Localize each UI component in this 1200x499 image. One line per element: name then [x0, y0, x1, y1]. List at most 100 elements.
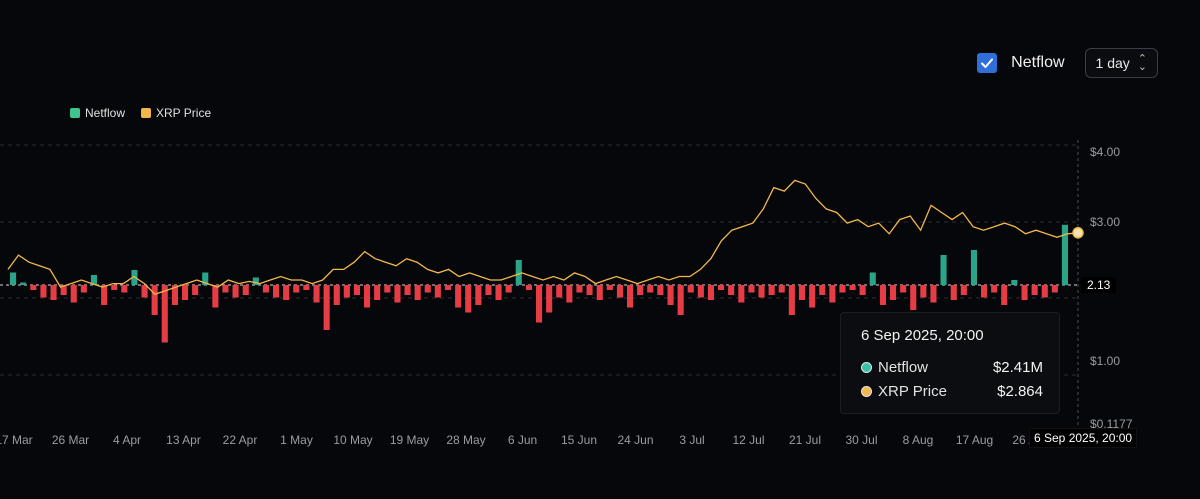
netflow-bar: [697, 285, 704, 298]
tooltip-name-netflow: Netflow: [878, 359, 929, 376]
x-axis-tick-label: 15 Jun: [561, 433, 597, 447]
netflow-bar: [849, 285, 856, 290]
netflow-bar: [940, 255, 947, 285]
netflow-checkbox[interactable]: [977, 53, 998, 73]
netflow-bar: [242, 285, 249, 295]
netflow-bar: [121, 285, 128, 293]
netflow-bar: [576, 285, 583, 293]
netflow-bar: [444, 285, 451, 290]
netflow-bar: [910, 285, 917, 310]
price-cursor-label: 2.13: [1081, 277, 1117, 293]
netflow-bar: [667, 285, 674, 305]
x-axis-tick-label: 22 Apr: [223, 433, 258, 447]
netflow-bar: [748, 285, 755, 293]
netflow-bar: [829, 285, 836, 303]
netflow-bar: [768, 285, 775, 295]
netflow-bar: [475, 285, 482, 305]
legend-item-xrp-price[interactable]: XRP Price: [141, 106, 211, 120]
x-axis-tick-label: 12 Jul: [732, 433, 764, 447]
netflow-bar: [30, 285, 37, 290]
netflow-bar: [788, 285, 795, 315]
netflow-bar: [920, 285, 927, 298]
netflow-bar: [809, 285, 816, 308]
netflow-bar: [566, 285, 573, 303]
tooltip-name-xrp-price: XRP Price: [878, 383, 947, 400]
netflow-bar: [839, 285, 846, 293]
netflow-bar: [495, 285, 502, 300]
netflow-bar: [485, 285, 492, 295]
netflow-bar: [687, 285, 694, 293]
netflow-bar: [262, 285, 269, 293]
netflow-bar: [404, 285, 411, 295]
netflow-bar: [900, 285, 907, 293]
netflow-bar: [222, 285, 229, 293]
netflow-bar: [10, 272, 17, 285]
netflow-bar: [101, 285, 108, 305]
chart-tooltip: 6 Sep 2025, 20:00 Netflow $2.41M XRP Pri…: [840, 312, 1060, 414]
netflow-bar: [303, 285, 310, 290]
tooltip-value-netflow: $2.41M: [992, 359, 1043, 376]
netflow-bar: [586, 285, 593, 295]
netflow-bar: [657, 285, 664, 295]
x-axis-tick-label: 21 Jul: [789, 433, 821, 447]
x-axis-tick-label: 30 Jul: [845, 433, 877, 447]
netflow-bar: [434, 285, 441, 298]
interval-select[interactable]: 1 day ⌃ ⌄: [1084, 48, 1158, 78]
netflow-bar: [353, 285, 360, 295]
netflow-bar: [232, 285, 239, 298]
netflow-bar: [273, 285, 280, 298]
tooltip-title: 6 Sep 2025, 20:00: [861, 327, 984, 344]
netflow-bar: [70, 285, 77, 303]
x-axis-tick-label: 3 Jul: [679, 433, 704, 447]
x-axis-tick-label: 19 May: [390, 433, 429, 447]
netflow-bar: [859, 285, 866, 295]
netflow-bar: [161, 285, 168, 343]
netflow-bar: [343, 285, 350, 298]
netflow-bar: [758, 285, 765, 298]
netflow-toggle-label[interactable]: Netflow: [1011, 54, 1065, 71]
netflow-bar: [879, 285, 886, 305]
netflow-bar: [182, 285, 189, 300]
netflow-bar: [50, 285, 57, 300]
netflow-bar: [414, 285, 421, 300]
netflow-bar: [394, 285, 401, 303]
netflow-bar: [647, 285, 654, 293]
tooltip-row-netflow: Netflow $2.41M: [861, 359, 1043, 376]
legend-label-xrp-price: XRP Price: [156, 106, 212, 120]
netflow-bar: [60, 285, 67, 295]
netflow-bar: [525, 285, 532, 290]
netflow-bar: [556, 285, 563, 298]
x-axis-tick-label: 17 Aug: [956, 433, 993, 447]
netflow-bar: [1051, 285, 1058, 293]
price-axis-tick-label: $4.00: [1090, 145, 1120, 159]
netflow-bar: [778, 285, 785, 293]
netflow-bar: [970, 250, 977, 285]
netflow-bar: [171, 285, 178, 305]
netflow-bar: [536, 285, 543, 323]
price-cursor-point: [1072, 227, 1084, 239]
netflow-bar: [293, 285, 300, 293]
netflow-bar: [1041, 285, 1048, 298]
legend-item-netflow[interactable]: Netflow: [70, 106, 125, 120]
netflow-bar: [313, 285, 320, 303]
legend-label-netflow: Netflow: [85, 106, 126, 120]
x-axis-tick-label: 10 May: [333, 433, 372, 447]
netflow-bar: [202, 272, 209, 285]
x-axis-tick-label: 17 Mar: [0, 433, 33, 447]
tooltip-dot-xrp-price: [861, 386, 872, 397]
x-axis-tick-label: 1 May: [280, 433, 313, 447]
tooltip-value-xrp-price: $2.864: [997, 383, 1043, 400]
netflow-bar: [798, 285, 805, 300]
netflow-bar: [869, 272, 876, 285]
netflow-bar: [374, 285, 381, 300]
netflow-bar: [283, 285, 290, 300]
time-cursor-label: 6 Sep 2025, 20:00: [1029, 428, 1138, 448]
netflow-bar: [141, 285, 148, 298]
tooltip-row-xrp-price: XRP Price $2.864: [861, 383, 1043, 400]
netflow-bar: [637, 285, 644, 295]
netflow-bar: [596, 285, 603, 300]
x-axis-tick-label: 8 Aug: [903, 433, 934, 447]
netflow-bar: [1031, 285, 1038, 295]
netflow-bar: [616, 285, 623, 298]
netflow-bar: [960, 285, 967, 295]
